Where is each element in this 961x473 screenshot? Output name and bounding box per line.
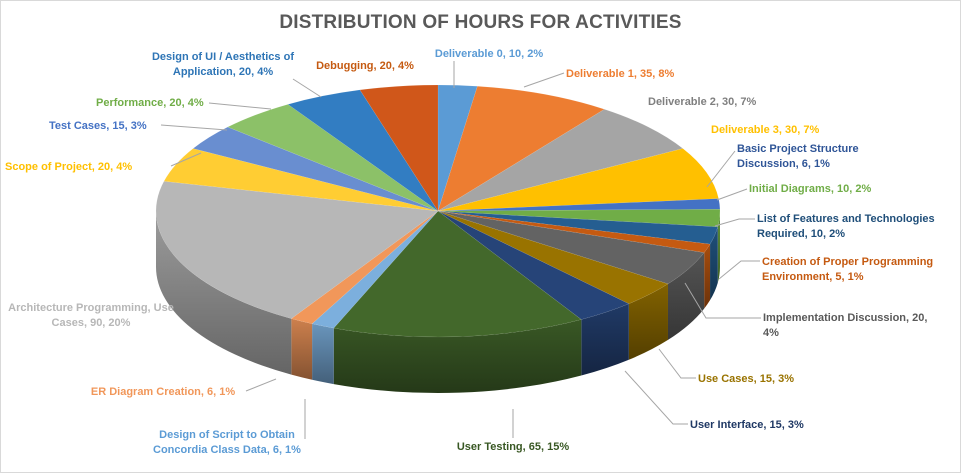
pie-side-user-interface[interactable]: [581, 303, 629, 376]
pie-slice-initial-diagrams[interactable]: [437, 208, 721, 228]
pie-slice-deliverable-2[interactable]: [437, 108, 684, 212]
data-label-architecture-programming-use-cases: Architecture Programming, Use Cases, 90, …: [8, 302, 174, 329]
pie-side-er-diagram-creation[interactable]: [291, 318, 313, 380]
pie-side-creation-of-proper-programming-environment[interactable]: [704, 244, 711, 309]
data-label-design-of-script-to-obtain-concordia-class-data: Design of Script to Obtain Concordia Clas…: [153, 429, 301, 456]
pie-top: [155, 84, 721, 338]
data-labels: Deliverable 0, 10, 2% Deliverable 1, 35, …: [5, 48, 935, 456]
pie-slice-deliverable-0[interactable]: [437, 84, 478, 212]
data-label-design-of-ui-aesthetics-of-application: Design of UI / Aesthetics of Application,…: [152, 51, 294, 78]
pie-side-implementation-discussion[interactable]: [667, 252, 705, 340]
pie-slice-basic-project-structure-discussion[interactable]: [437, 198, 721, 212]
pie-side-design-of-script-to-obtain-concordia-class-data[interactable]: [312, 323, 334, 385]
chart-title: DISTRIBUTION OF HOURS FOR ACTIVITIES: [279, 12, 682, 33]
pie-slice-debugging[interactable]: [359, 84, 439, 212]
pie-slice-performance[interactable]: [227, 104, 439, 212]
data-label-test-cases: Test Cases, 15, 3%: [49, 120, 147, 132]
leader-line-basic-project-structure-discussion: [706, 150, 736, 188]
pie-slice-user-interface[interactable]: [437, 210, 630, 320]
pie-slice-deliverable-1[interactable]: [437, 85, 605, 212]
leader-line-deliverable-1: [523, 72, 565, 88]
pie-slice-use-cases[interactable]: [437, 210, 669, 305]
pie-slice-scope-of-project[interactable]: [163, 148, 439, 212]
data-label-deliverable-2: Deliverable 2, 30, 7%: [648, 96, 756, 108]
pie-slice-design-of-ui-aesthetics-of-application[interactable]: [287, 89, 439, 212]
data-label-deliverable-0: Deliverable 0, 10, 2%: [435, 48, 543, 60]
leader-lines: [160, 61, 761, 439]
data-label-use-cases: Use Cases, 15, 3%: [698, 373, 794, 385]
pie-slice-test-cases[interactable]: [192, 126, 439, 212]
pie-side-architecture-programming-use-cases[interactable]: [156, 211, 292, 375]
pie-slice-architecture-programming-use-cases[interactable]: [155, 180, 439, 319]
data-label-basic-project-structure-discussion: Basic Project Structure Discussion, 6, 1%: [737, 143, 859, 170]
leader-line-performance: [208, 102, 272, 110]
leader-line-scope-of-project: [170, 152, 202, 167]
pie-slice-list-of-features-and-technologies-required[interactable]: [437, 210, 719, 245]
pie-side-use-cases[interactable]: [628, 283, 668, 360]
data-label-initial-diagrams: Initial Diagrams, 10, 2%: [749, 183, 871, 195]
data-label-er-diagram-creation: ER Diagram Creation, 6, 1%: [91, 386, 235, 398]
leader-line-user-interface: [624, 370, 688, 425]
data-label-list-of-features-and-technologies-required: List of Features and Technologies Require…: [757, 213, 935, 240]
data-label-scope-of-project: Scope of Project, 20, 4%: [5, 161, 132, 173]
leader-line-er-diagram-creation: [245, 378, 277, 392]
pie-slice-creation-of-proper-programming-environment[interactable]: [437, 210, 711, 253]
leader-line-initial-diagrams: [716, 188, 748, 201]
pie-slice-user-testing[interactable]: [333, 210, 582, 338]
data-label-user-testing: User Testing, 65, 15%: [457, 441, 570, 453]
data-label-deliverable-1: Deliverable 1, 35, 8%: [566, 68, 674, 80]
data-label-performance: Performance, 20, 4%: [96, 97, 204, 109]
data-label-deliverable-3: Deliverable 3, 30, 7%: [711, 124, 819, 136]
leader-line-design-of-ui-aesthetics-of-application: [292, 78, 322, 98]
pie-slice-er-diagram-creation[interactable]: [290, 210, 439, 325]
pie-side-walls: [156, 211, 720, 394]
pie-slice-deliverable-3[interactable]: [437, 148, 719, 212]
pie-side-user-testing[interactable]: [333, 319, 582, 394]
leader-line-use-cases: [658, 348, 696, 379]
leader-line-test-cases: [160, 124, 228, 131]
pie-slice-design-of-script-to-obtain-concordia-class-data[interactable]: [311, 210, 439, 329]
pie-side-initial-diagrams[interactable]: [717, 211, 720, 283]
leader-line-implementation-discussion: [684, 282, 761, 319]
data-label-debugging: Debugging, 20, 4%: [316, 60, 414, 72]
data-label-creation-of-proper-programming-environment: Creation of Proper Programming Environmen…: [762, 256, 933, 283]
leader-line-creation-of-proper-programming-environment: [718, 260, 760, 280]
leader-line-list-of-features-and-technologies-required: [714, 218, 755, 227]
data-label-user-interface: User Interface, 15, 3%: [690, 419, 804, 431]
pie-slice-implementation-discussion[interactable]: [437, 210, 705, 285]
pie-side-list-of-features-and-technologies-required[interactable]: [710, 226, 718, 301]
data-label-implementation-discussion: Implementation Discussion, 20, 4%: [763, 312, 927, 339]
